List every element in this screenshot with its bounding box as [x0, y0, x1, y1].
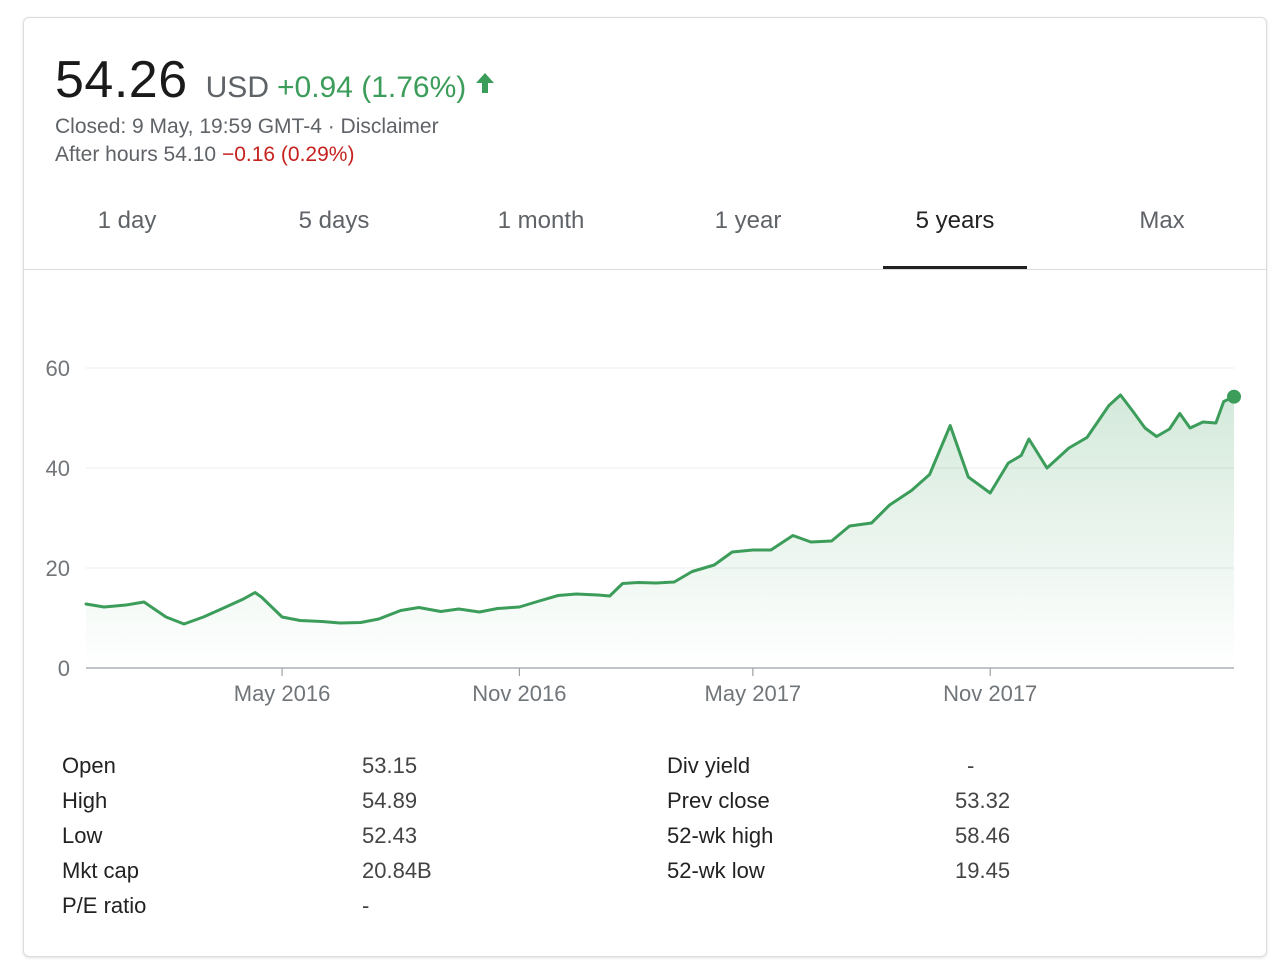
price-chart[interactable]: 0 20 40 60 May 2016 Nov 2016 May 2017 Nov 2017 — [24, 270, 1266, 730]
stat-label-high: High — [62, 788, 108, 813]
y-tick-label: 40 — [46, 456, 70, 481]
y-tick-label: 0 — [58, 656, 70, 681]
x-tick-label: May 2017 — [705, 681, 802, 706]
tab-1-month[interactable]: 1 month — [497, 207, 585, 234]
tab-max[interactable]: Max — [1139, 207, 1185, 234]
last-price-marker — [1227, 389, 1241, 404]
stat-value-div-yield: - — [967, 753, 975, 778]
price-change: +0.94 (1.76%) — [276, 71, 467, 104]
x-tick-label: Nov 2017 — [943, 681, 1037, 706]
stat-value-open: 53.15 — [362, 753, 418, 778]
stock-card: 54.26 USD +0.94 (1.76%) Closed: 9 May, 1… — [23, 17, 1267, 957]
price-header: 54.26 USD +0.94 (1.76%) — [55, 50, 496, 110]
after-hours-label: After hours 54.10 — [55, 143, 217, 166]
after-hours-change: −0.16 (0.29%) — [221, 143, 355, 166]
stat-label-low: Low — [62, 823, 103, 848]
range-tabs: 1 day 5 days 1 month 1 year 5 years Max — [24, 193, 1266, 270]
x-tick-label: May 2016 — [234, 681, 331, 706]
x-tick-label: Nov 2016 — [472, 681, 566, 706]
stat-label-open: Open — [62, 753, 116, 778]
stat-value-prev-close: 53.32 — [955, 788, 1011, 813]
price-line — [84, 393, 1236, 626]
y-tick-label: 60 — [46, 356, 70, 381]
stat-label-prev-close: Prev close — [667, 788, 770, 813]
stat-value-high: 54.89 — [362, 788, 418, 813]
stat-value-pe-ratio: - — [362, 893, 370, 918]
stat-label-pe-ratio: P/E ratio — [62, 893, 147, 918]
tab-1-day[interactable]: 1 day — [97, 207, 157, 234]
stat-label-div-yield: Div yield — [667, 753, 751, 778]
arrow-up-icon — [474, 71, 496, 100]
currency-label: USD — [205, 71, 269, 104]
tab-5-years[interactable]: 5 years — [883, 207, 1027, 269]
after-hours-info: After hours 54.10 −0.16 (0.29%) — [55, 143, 354, 167]
stat-label-52wk-low: 52-wk low — [667, 858, 765, 883]
stat-value-52wk-low: 19.45 — [955, 858, 1011, 883]
stat-value-mkt-cap: 20.84B — [362, 858, 432, 883]
stat-value-low: 52.43 — [362, 823, 418, 848]
y-tick-label: 20 — [46, 556, 70, 581]
stat-label-mkt-cap: Mkt cap — [62, 858, 140, 883]
stat-label-52wk-high: 52-wk high — [667, 823, 774, 848]
stat-value-52wk-high: 58.46 — [955, 823, 1011, 848]
current-price: 54.26 — [55, 51, 188, 109]
stats-table: Open 53.15 High 54.89 Low 52.43 Mkt cap … — [62, 753, 1242, 943]
closed-info: Closed: 9 May, 19:59 GMT-4 · Disclaimer — [55, 115, 439, 138]
tab-5-days[interactable]: 5 days — [298, 207, 370, 234]
price-area — [86, 395, 1234, 668]
tab-1-year[interactable]: 1 year — [714, 207, 782, 234]
